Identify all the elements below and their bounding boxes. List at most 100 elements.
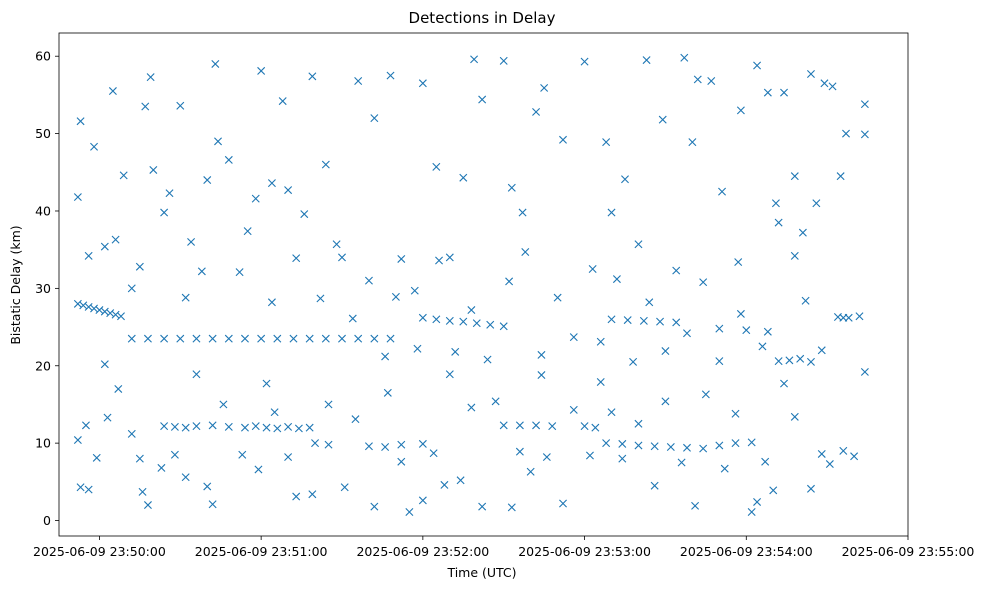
data-point-43 — [397, 440, 406, 449]
data-point-239 — [332, 240, 341, 249]
data-point-46 — [432, 315, 441, 324]
data-point-260 — [699, 278, 708, 287]
data-point-101 — [278, 97, 287, 106]
data-point-123 — [580, 57, 589, 66]
data-point-120 — [532, 107, 541, 116]
data-point-99 — [257, 66, 266, 75]
data-point-85 — [84, 251, 93, 260]
data-point-16 — [240, 334, 249, 343]
data-point-4 — [95, 306, 104, 315]
y-tick-label-1: 10 — [35, 436, 51, 451]
data-point-152 — [860, 130, 869, 139]
data-point-199 — [559, 499, 567, 508]
data-point-119 — [518, 208, 527, 217]
data-point-66 — [731, 439, 740, 448]
data-point-264 — [774, 218, 783, 227]
data-point-262 — [736, 309, 745, 318]
y-tick-label-2: 20 — [35, 358, 51, 373]
data-point-125 — [602, 138, 611, 147]
data-point-129 — [642, 56, 651, 65]
data-marks — [73, 53, 869, 516]
data-point-251 — [537, 350, 546, 359]
data-point-8 — [117, 312, 125, 321]
data-point-246 — [451, 347, 460, 356]
data-point-59 — [618, 439, 627, 448]
data-point-32 — [240, 423, 249, 432]
data-point-211 — [720, 464, 729, 473]
data-point-56 — [580, 422, 589, 431]
data-point-213 — [747, 508, 756, 516]
data-point-220 — [817, 449, 826, 458]
data-point-131 — [672, 266, 681, 275]
data-point-167 — [181, 473, 190, 482]
data-point-238 — [316, 294, 325, 303]
data-point-218 — [790, 412, 799, 421]
x-axis-label: Time (UTC) — [446, 565, 516, 580]
y-axis-ticks: 0 10 20 30 40 50 60 — [35, 49, 59, 528]
data-point-145 — [806, 70, 815, 79]
data-point-104 — [321, 160, 330, 169]
data-point-25 — [386, 334, 395, 343]
data-point-10 — [143, 334, 152, 343]
data-point-42 — [381, 443, 390, 451]
data-point-51 — [499, 322, 508, 331]
data-point-242 — [381, 352, 390, 361]
data-point-268 — [839, 313, 848, 322]
data-point-191 — [467, 403, 476, 412]
data-point-92 — [160, 208, 169, 217]
data-point-177 — [292, 492, 301, 501]
data-point-205 — [634, 419, 643, 428]
x-tick-label-5: 2025-06-09 23:55:00 — [842, 544, 975, 559]
data-point-76 — [774, 357, 783, 366]
data-point-132 — [680, 53, 689, 62]
data-point-138 — [736, 106, 745, 115]
data-point-111 — [418, 79, 427, 88]
x-tick-label-1: 2025-06-09 23:51:00 — [195, 544, 328, 559]
data-point-0 — [73, 299, 82, 308]
data-point-153 — [73, 436, 82, 445]
data-point-97 — [224, 155, 233, 164]
data-point-160 — [114, 384, 123, 393]
data-point-52 — [499, 421, 508, 430]
data-point-196 — [526, 467, 535, 476]
data-point-214 — [753, 497, 762, 506]
data-point-64 — [699, 444, 708, 453]
data-point-203 — [607, 408, 616, 417]
data-point-208 — [677, 458, 686, 467]
data-point-75 — [763, 327, 772, 336]
data-point-33 — [251, 422, 260, 431]
data-point-244 — [413, 344, 422, 353]
data-point-108 — [386, 71, 395, 80]
data-point-184 — [397, 457, 406, 466]
data-point-70 — [639, 316, 648, 325]
data-point-82 — [855, 312, 864, 321]
data-point-200 — [569, 405, 578, 414]
data-point-12 — [176, 334, 185, 343]
data-point-259 — [683, 329, 691, 338]
data-point-90 — [141, 102, 150, 111]
data-point-57 — [591, 423, 600, 432]
data-point-233 — [235, 268, 244, 277]
chart-title: Detections in Delay — [409, 9, 556, 27]
data-point-122 — [559, 135, 567, 144]
data-point-69 — [623, 316, 632, 325]
data-point-237 — [300, 210, 309, 219]
data-point-216 — [769, 486, 778, 495]
data-point-146 — [812, 199, 821, 208]
data-point-204 — [618, 454, 627, 463]
data-point-243 — [391, 292, 400, 301]
data-point-174 — [262, 379, 271, 388]
data-point-151 — [860, 100, 869, 109]
data-point-15 — [224, 334, 233, 343]
data-point-1 — [79, 301, 88, 310]
data-point-11 — [160, 334, 169, 343]
data-point-137 — [734, 258, 743, 267]
data-point-181 — [351, 415, 360, 424]
y-tick-label-6: 60 — [35, 49, 51, 64]
y-axis-label: Bistatic Delay (km) — [8, 225, 23, 344]
data-point-50 — [486, 320, 495, 329]
x-tick-label-3: 2025-06-09 23:53:00 — [518, 544, 651, 559]
data-point-250 — [521, 248, 530, 256]
data-point-19 — [289, 334, 298, 343]
data-point-215 — [761, 457, 770, 466]
